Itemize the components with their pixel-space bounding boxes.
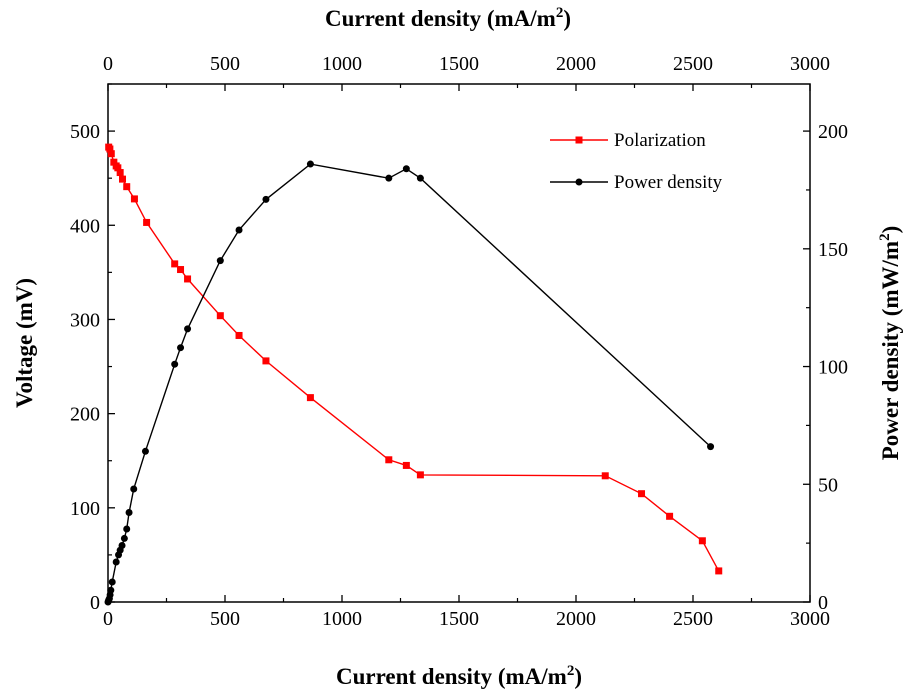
power-density-point	[707, 443, 715, 451]
y-right-tick-label: 100	[818, 357, 848, 379]
polarization-point	[114, 164, 122, 172]
y-right-tick-label: 50	[818, 474, 838, 496]
power-density-point	[118, 541, 126, 549]
x-axis-title-bottom: Current density (mA/m2)	[336, 663, 582, 689]
legend-power-density-marker	[575, 178, 583, 186]
polarization-point	[123, 183, 131, 191]
polarization-point	[216, 312, 224, 320]
polarization-point	[638, 490, 646, 498]
series-layer	[104, 143, 723, 606]
x-bottom-tick-label: 0	[103, 608, 113, 630]
legend: Polarization Power density	[550, 130, 723, 193]
y-left-tick-label: 300	[70, 309, 100, 331]
polarization-point	[385, 456, 393, 464]
y-left-tick-label: 400	[70, 215, 100, 237]
y-axis-title-left: Voltage (mV)	[12, 278, 37, 408]
y-right-tick-label: 0	[818, 592, 828, 614]
legend-polarization-label: Polarization	[614, 130, 706, 151]
x-bottom-tick-label: 2000	[556, 608, 596, 630]
x-top-tick-label: 2000	[556, 53, 596, 75]
polarization-point	[402, 461, 410, 469]
power-density-point	[130, 485, 138, 493]
x-top-tick-label: 2500	[673, 53, 713, 75]
power-density-point	[120, 534, 128, 542]
x-top-tick-label: 1500	[439, 53, 479, 75]
x-bottom-tick-label: 1500	[439, 608, 479, 630]
y-right-tick-label: 200	[818, 121, 848, 143]
power-density-point	[385, 174, 393, 182]
polarization-point	[130, 195, 138, 203]
polarization-point	[143, 218, 151, 226]
polarization-point	[106, 145, 114, 153]
power-density-point	[125, 509, 133, 517]
x-bottom-tick-label: 1000	[322, 608, 362, 630]
power-density-line	[107, 163, 711, 603]
power-density-point	[107, 586, 115, 594]
power-density-point	[216, 257, 224, 265]
polarization-point	[116, 169, 124, 177]
x-top-tick-label: 500	[210, 53, 240, 75]
polarization-point	[698, 537, 706, 545]
power-density-point	[177, 344, 185, 352]
power-density-point	[402, 165, 410, 173]
polarization-point	[177, 266, 185, 274]
power-density-point	[416, 174, 424, 182]
y-left-tick-label: 500	[70, 121, 100, 143]
legend-power-density-label: Power density	[614, 172, 723, 193]
power-density-point	[171, 360, 179, 368]
x-bottom-tick-label: 500	[210, 608, 240, 630]
y-axis-title-right: Power density (mW/m2)	[877, 226, 903, 461]
polarization-point	[262, 357, 270, 365]
power-density-point	[184, 325, 192, 333]
polarization-point	[601, 472, 609, 480]
polarization-point	[666, 512, 674, 520]
polarization-point	[416, 471, 424, 479]
polarization-point	[715, 567, 723, 575]
power-density-point	[108, 578, 116, 586]
x-top-tick-label: 1000	[322, 53, 362, 75]
polarization-point	[119, 175, 127, 183]
y-left-tick-label: 200	[70, 404, 100, 426]
polarization-point	[235, 331, 243, 339]
plot-frame	[107, 83, 811, 603]
y-right-tick-label: 150	[818, 239, 848, 261]
x-axis-title-top: Current density (mA/m2)	[325, 5, 571, 31]
x-bottom-tick-label: 2500	[673, 608, 713, 630]
power-density-point	[141, 447, 149, 455]
polarization-line	[108, 146, 720, 572]
x-top-tick-label: 3000	[790, 53, 830, 75]
power-density-point	[235, 226, 243, 234]
polarization-point	[184, 275, 192, 283]
polarization-point	[171, 260, 179, 268]
power-density-point	[123, 525, 131, 533]
x-top-tick-label: 0	[103, 53, 113, 75]
polarization-point	[110, 158, 118, 166]
x-bottom-tick-label: 3000	[790, 608, 830, 630]
polarization-point	[306, 394, 314, 402]
y-left-tick-label: 0	[90, 592, 100, 614]
y-left-tick-label: 100	[70, 498, 100, 520]
legend-polarization-marker	[575, 136, 583, 144]
power-density-point	[262, 195, 270, 203]
power-density-point	[306, 160, 314, 168]
polarization-point	[107, 150, 115, 158]
power-density-point	[112, 558, 120, 566]
